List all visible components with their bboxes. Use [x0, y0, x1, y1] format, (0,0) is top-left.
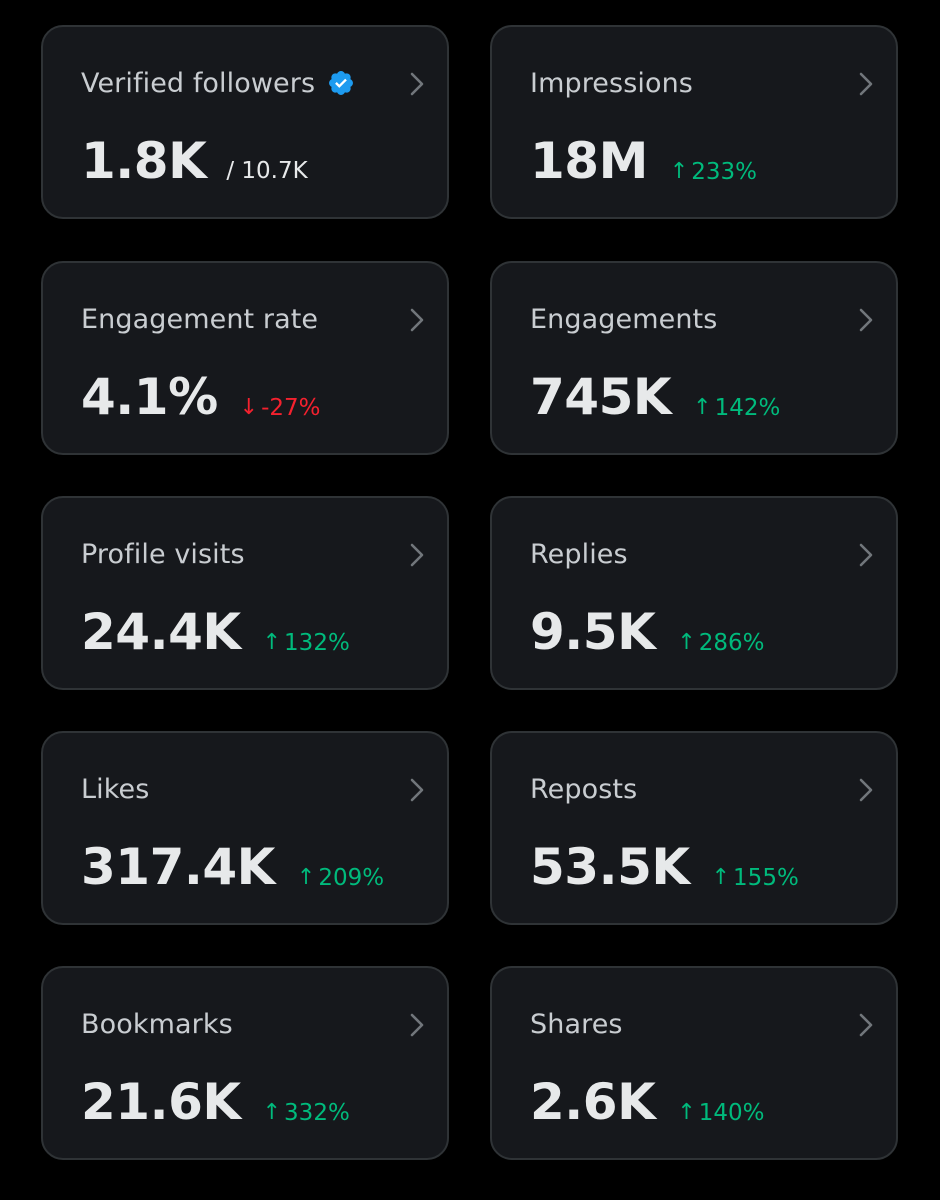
metric-value-row: 745K ↑ 142% [530, 368, 780, 426]
metric-card-engagements[interactable]: Engagements 745K ↑ 142% [490, 261, 898, 455]
metric-card-likes[interactable]: Likes 317.4K ↑ 209% [41, 731, 449, 925]
metric-label: Shares [530, 1008, 623, 1040]
metric-value-row: 2.6K ↑ 140% [530, 1073, 765, 1131]
metric-label-row: Verified followers [81, 65, 355, 101]
metric-label: Bookmarks [81, 1008, 233, 1040]
metric-label: Verified followers [81, 67, 316, 99]
metric-change: ↓ -27% [240, 395, 321, 421]
metric-label: Engagements [530, 303, 718, 335]
metric-value-row: 1.8K / 10.7K [81, 132, 308, 190]
metric-change: ↑ 233% [670, 159, 757, 185]
metric-card-engagement-rate[interactable]: Engagement rate 4.1% ↓ -27% [41, 261, 449, 455]
metric-change-value: 140% [698, 1099, 765, 1126]
arrow-up-icon: ↑ [262, 1100, 282, 1125]
metric-card-shares[interactable]: Shares 2.6K ↑ 140% [490, 966, 898, 1160]
metric-change-value: 286% [698, 629, 765, 656]
chevron-right-icon[interactable] [407, 307, 429, 333]
metric-change-value: 332% [284, 1099, 350, 1126]
metric-value: 317.4K [81, 838, 275, 896]
metric-change: ↑ 140% [677, 1100, 764, 1126]
metric-label: Likes [81, 773, 150, 805]
arrow-up-icon: ↑ [711, 865, 731, 890]
metric-change: ↑ 155% [712, 865, 799, 891]
metric-value: 18M [530, 132, 648, 190]
metric-value-row: 317.4K ↑ 209% [81, 838, 384, 896]
metric-label: Reposts [530, 773, 638, 805]
metric-label-row: Shares [530, 1006, 623, 1042]
metric-label-row: Reposts [530, 771, 637, 807]
metric-value-row: 9.5K ↑ 286% [530, 603, 765, 661]
arrow-up-icon: ↑ [677, 630, 696, 655]
chevron-right-icon[interactable] [856, 71, 878, 97]
metric-change-value: -27% [261, 394, 321, 421]
metric-value: 745K [530, 368, 672, 426]
metric-card-replies[interactable]: Replies 9.5K ↑ 286% [490, 496, 898, 690]
metric-value: 1.8K [81, 132, 207, 190]
metric-change: ↑ 286% [677, 630, 764, 656]
metric-card-verified-followers[interactable]: Verified followers 1.8K / 10.7K [41, 25, 449, 219]
metric-label-row: Replies [530, 536, 628, 572]
metric-value-row: 24.4K ↑ 132% [81, 603, 350, 661]
chevron-right-icon[interactable] [856, 542, 878, 568]
metric-card-profile-visits[interactable]: Profile visits 24.4K ↑ 132% [41, 496, 449, 690]
metric-value: 2.6K [530, 1073, 656, 1131]
metric-label: Profile visits [81, 538, 245, 570]
metric-label-row: Impressions [530, 65, 693, 101]
metric-value-row: 53.5K ↑ 155% [530, 838, 799, 896]
arrow-up-icon: ↑ [669, 159, 689, 184]
arrow-up-icon: ↑ [677, 1100, 696, 1125]
metric-change: ↑ 332% [263, 1100, 350, 1126]
metric-label: Replies [530, 538, 628, 570]
metric-value: 53.5K [530, 838, 690, 896]
metric-value-row: 18M ↑ 233% [530, 132, 757, 190]
metric-total: / 10.7K [226, 158, 308, 184]
metric-change-value: 142% [714, 394, 781, 421]
metric-label: Engagement rate [81, 303, 319, 335]
arrow-up-icon: ↑ [693, 395, 712, 420]
metric-value: 21.6K [81, 1073, 241, 1131]
metric-change: ↑ 142% [693, 395, 780, 421]
arrow-up-icon: ↑ [262, 630, 282, 655]
chevron-right-icon[interactable] [856, 307, 878, 333]
metric-value-row: 4.1% ↓ -27% [81, 368, 321, 426]
chevron-right-icon[interactable] [407, 1012, 429, 1038]
chevron-right-icon[interactable] [407, 777, 429, 803]
metric-value: 24.4K [81, 603, 241, 661]
metric-change-value: 132% [284, 629, 350, 656]
metric-value: 9.5K [530, 603, 656, 661]
metric-label-row: Engagement rate [81, 301, 318, 337]
metric-change: ↑ 132% [263, 630, 350, 656]
metric-change: ↑ 209% [297, 865, 384, 891]
metric-label-row: Profile visits [81, 536, 245, 572]
metric-value-row: 21.6K ↑ 332% [81, 1073, 350, 1131]
arrow-down-icon: ↓ [239, 395, 259, 420]
metric-change-value: 209% [318, 864, 385, 891]
metric-label-row: Likes [81, 771, 149, 807]
metric-card-bookmarks[interactable]: Bookmarks 21.6K ↑ 332% [41, 966, 449, 1160]
metric-card-impressions[interactable]: Impressions 18M ↑ 233% [490, 25, 898, 219]
metric-value: 4.1% [81, 368, 218, 426]
metric-card-reposts[interactable]: Reposts 53.5K ↑ 155% [490, 731, 898, 925]
metric-change-value: 155% [733, 864, 799, 891]
arrow-up-icon: ↑ [296, 865, 316, 890]
metric-change-value: 233% [691, 158, 758, 185]
metric-label-row: Engagements [530, 301, 717, 337]
chevron-right-icon[interactable] [856, 1012, 878, 1038]
metric-label: Impressions [530, 67, 693, 99]
chevron-right-icon[interactable] [407, 542, 429, 568]
chevron-right-icon[interactable] [856, 777, 878, 803]
verified-badge-icon [327, 69, 355, 97]
chevron-right-icon[interactable] [407, 71, 429, 97]
metric-label-row: Bookmarks [81, 1006, 233, 1042]
